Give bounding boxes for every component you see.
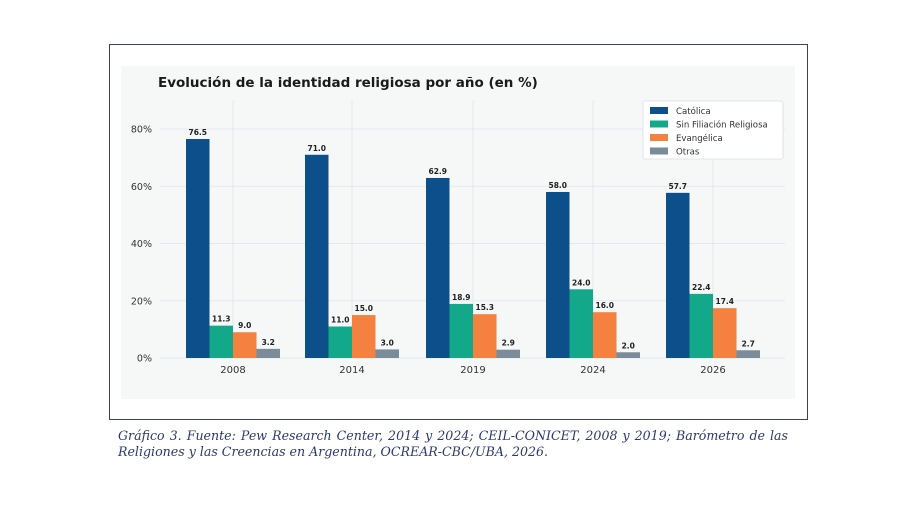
axes: 0% 20% 40% 60% 80% 2008 2014 2019 2024 2026: [131, 125, 726, 377]
legend-label: Sin Filiación Religiosa: [676, 120, 768, 131]
legend: Católica Sin Filiación Religiosa Evangélic…: [642, 100, 784, 160]
bar-value-label: 2.7: [742, 339, 755, 348]
bar: [209, 325, 233, 358]
bar-value-label: 2.0: [622, 341, 635, 350]
y-tick-label: 40%: [131, 239, 152, 250]
y-tick-label: 0%: [137, 354, 152, 365]
x-tick-label: 2014: [339, 365, 364, 376]
bar: [256, 348, 280, 358]
bar: [375, 349, 399, 358]
bar-value-label: 11.3: [212, 315, 231, 324]
bar: [666, 192, 690, 358]
bar: [426, 177, 450, 358]
bar: [449, 303, 473, 358]
bar-value-label: 15.3: [475, 303, 494, 312]
bar-value-label: 71.0: [307, 144, 326, 153]
figure-caption: Gráfico 3. Fuente: Pew Research Center, …: [118, 428, 788, 459]
legend-label: Otras: [676, 148, 700, 158]
bar-value-label: 24.0: [572, 278, 591, 287]
bar: [328, 326, 352, 358]
bar-value-label: 11.0: [331, 316, 350, 325]
bar: [352, 315, 376, 358]
legend-swatch: [650, 134, 668, 141]
chart-title: Evolución de la identidad religiosa por …: [158, 75, 538, 91]
data-labels: 76.5 71.0 62.9 58.0 57.7 11.3 11.0 18.9 24.0 22.4…: [188, 128, 754, 350]
bar: [546, 191, 570, 358]
y-tick-label: 80%: [131, 125, 152, 136]
bar-value-label: 76.5: [188, 128, 207, 137]
bar-value-label: 62.9: [428, 167, 447, 176]
bar: [593, 312, 617, 358]
legend-box: [642, 100, 784, 160]
bar-value-label: 9.0: [238, 321, 251, 330]
bar: [233, 332, 257, 358]
bar: [689, 293, 713, 358]
bar-value-label: 2.9: [502, 339, 515, 348]
bar: [736, 350, 760, 358]
bar: [496, 349, 520, 358]
legend-label: Evangélica: [676, 133, 723, 144]
bar-value-label: 16.0: [595, 301, 614, 310]
bars: [186, 139, 760, 358]
bar: [186, 139, 210, 358]
bar-value-label: 3.2: [262, 338, 275, 347]
x-tick-label: 2019: [460, 365, 485, 376]
x-tick-label: 2026: [700, 365, 725, 376]
bar: [569, 289, 593, 358]
legend-swatch: [650, 120, 668, 128]
bar: [305, 154, 329, 358]
bar: [713, 308, 737, 358]
bar-value-label: 17.4: [715, 297, 734, 306]
x-tick-label: 2008: [220, 365, 245, 376]
x-tick-label: 2024: [580, 365, 605, 376]
bar-value-label: 58.0: [548, 181, 567, 190]
bar-value-label: 3.0: [381, 338, 394, 347]
legend-swatch: [650, 107, 668, 114]
bar-value-label: 22.4: [692, 283, 711, 292]
bar-value-label: 15.0: [354, 304, 373, 313]
bar: [473, 314, 497, 358]
bar: [616, 352, 640, 358]
y-tick-label: 20%: [131, 296, 152, 307]
legend-label: Católica: [676, 106, 711, 117]
bar-value-label: 18.9: [452, 293, 471, 302]
legend-swatch: [650, 147, 668, 155]
bar-value-label: 57.7: [668, 182, 687, 191]
y-tick-label: 60%: [131, 182, 152, 193]
